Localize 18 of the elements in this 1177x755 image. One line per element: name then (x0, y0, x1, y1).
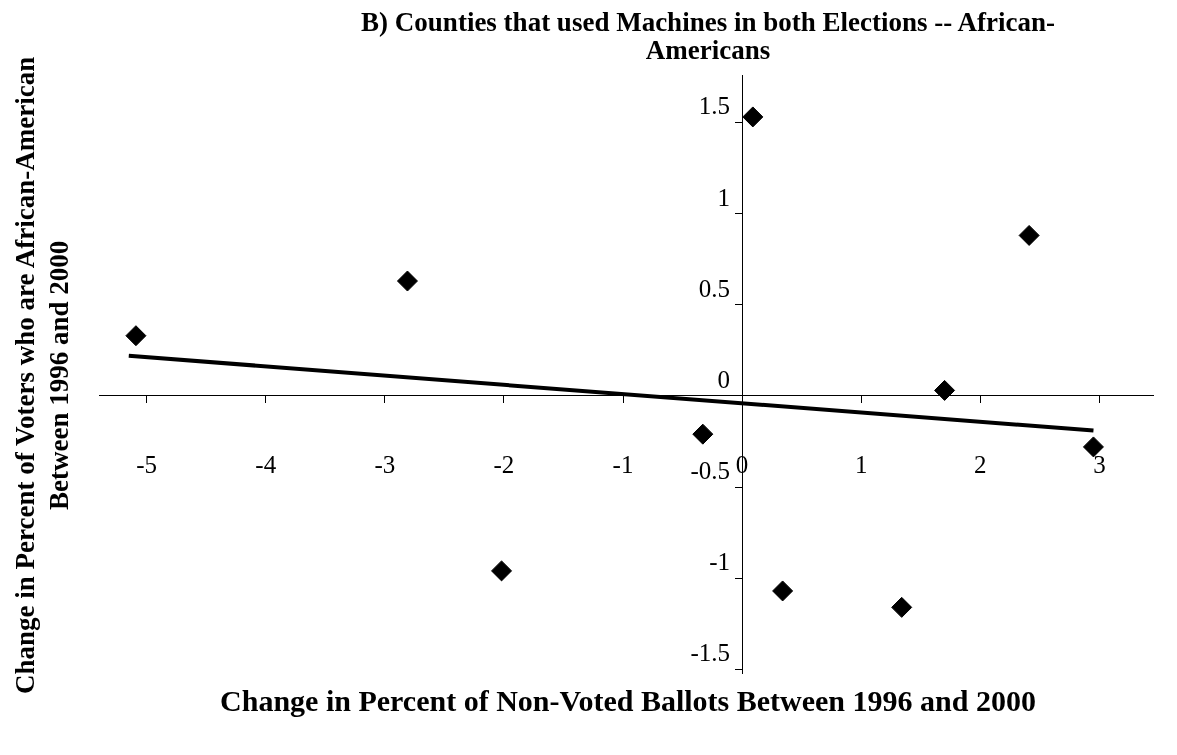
y-tick-label: 1 (717, 183, 731, 211)
x-axis-title: Change in Percent of Non-Voted Ballots Between 1996 and 2000 (219, 684, 1037, 718)
x-tick-label: -3 (374, 450, 396, 478)
x-tick-label: 1 (854, 450, 868, 478)
y-tick-label: -0.5 (690, 457, 731, 485)
x-tick-label: -4 (255, 450, 277, 478)
y-tick-label: 0.5 (698, 274, 731, 302)
x-tick-label: -2 (493, 450, 515, 478)
y-tick-label: -1 (709, 548, 731, 576)
y-tick-label: 1.5 (698, 92, 731, 120)
chart-title: B) Counties that used Machines in both Elections -- African-Americans (360, 7, 1056, 65)
x-tick-label: -5 (136, 450, 158, 478)
y-tick-label: -1.5 (690, 639, 731, 667)
x-tick-label: 3 (1093, 450, 1106, 478)
x-tick-label: 2 (974, 450, 987, 478)
y-axis-title: Change in Percent of Voters who are African-American Between 1996 and 2000 (9, 55, 75, 697)
x-tick-label: -1 (612, 450, 634, 478)
y-tick-label: 0 (717, 365, 731, 393)
